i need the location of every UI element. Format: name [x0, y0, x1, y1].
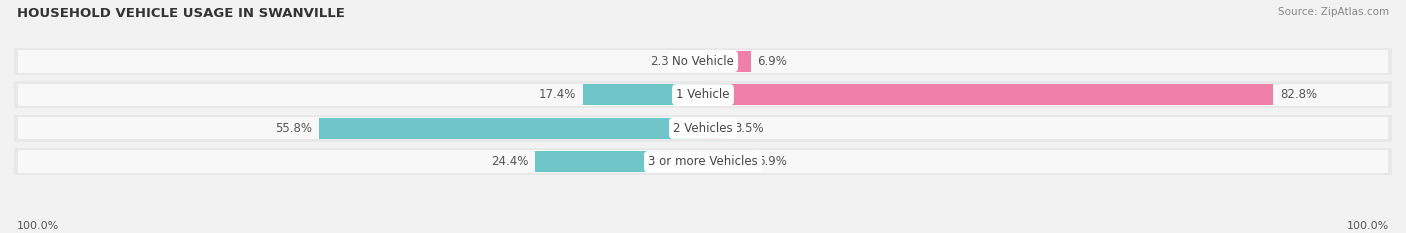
Text: No Vehicle: No Vehicle: [672, 55, 734, 68]
Text: 17.4%: 17.4%: [538, 88, 576, 101]
Bar: [17, 117, 1389, 140]
Text: 100.0%: 100.0%: [17, 221, 59, 231]
Bar: [583, 84, 703, 105]
Text: 100.0%: 100.0%: [1347, 221, 1389, 231]
Bar: [14, 81, 1392, 109]
Text: 82.8%: 82.8%: [1281, 88, 1317, 101]
Bar: [703, 51, 751, 72]
Text: 3.5%: 3.5%: [734, 122, 763, 135]
Text: 6.9%: 6.9%: [758, 155, 787, 168]
Text: 1 Vehicle: 1 Vehicle: [676, 88, 730, 101]
Bar: [17, 84, 1389, 106]
Bar: [14, 114, 1392, 142]
Text: 55.8%: 55.8%: [274, 122, 312, 135]
Bar: [688, 51, 703, 72]
Text: 3 or more Vehicles: 3 or more Vehicles: [648, 155, 758, 168]
Text: 24.4%: 24.4%: [491, 155, 529, 168]
Bar: [17, 50, 1389, 73]
Bar: [703, 118, 727, 139]
Bar: [534, 151, 703, 172]
Bar: [14, 48, 1392, 75]
Bar: [319, 118, 703, 139]
Text: 2 Vehicles: 2 Vehicles: [673, 122, 733, 135]
Text: 6.9%: 6.9%: [758, 55, 787, 68]
Bar: [14, 148, 1392, 175]
Text: HOUSEHOLD VEHICLE USAGE IN SWANVILLE: HOUSEHOLD VEHICLE USAGE IN SWANVILLE: [17, 7, 344, 20]
Text: 2.3%: 2.3%: [651, 55, 681, 68]
Bar: [703, 151, 751, 172]
Text: Source: ZipAtlas.com: Source: ZipAtlas.com: [1278, 7, 1389, 17]
Bar: [17, 151, 1389, 173]
Bar: [703, 84, 1274, 105]
